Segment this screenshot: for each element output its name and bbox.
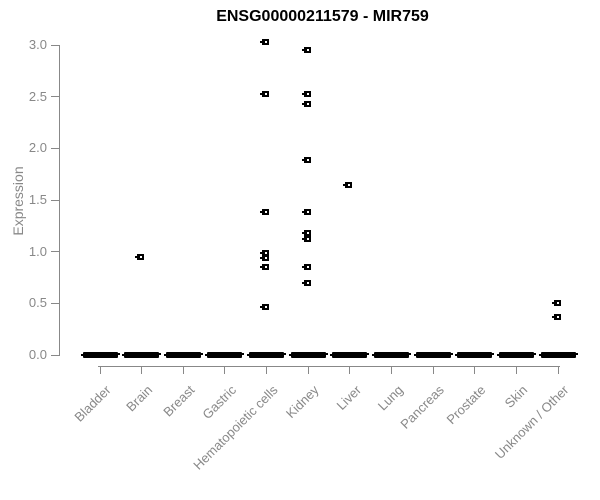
x-tick xyxy=(224,367,226,374)
zero-cluster-bar xyxy=(455,352,495,358)
y-tick-label: 0.0 xyxy=(28,347,47,362)
data-point xyxy=(301,230,311,237)
data-point xyxy=(260,254,270,261)
zero-cluster-bar xyxy=(205,352,245,358)
y-tick xyxy=(51,96,59,98)
data-point xyxy=(343,181,353,188)
data-point xyxy=(301,156,311,163)
y-tick-label: 0.5 xyxy=(28,295,47,311)
zero-cluster-bar xyxy=(413,352,453,358)
zero-cluster-bar xyxy=(330,352,370,358)
data-point xyxy=(301,279,311,286)
x-category-label: Pancreas xyxy=(397,382,447,432)
zero-cluster-bar xyxy=(371,352,411,358)
x-tick xyxy=(99,367,101,374)
y-tick-label: 3.0 xyxy=(28,37,47,52)
x-tick xyxy=(349,367,351,374)
x-category-label: Gastric xyxy=(199,382,239,423)
y-tick xyxy=(51,147,59,149)
data-point xyxy=(260,249,270,256)
x-tick xyxy=(432,367,434,374)
x-tick xyxy=(307,367,309,374)
data-point xyxy=(260,209,270,216)
x-category-label: Bladder xyxy=(71,382,114,425)
y-tick xyxy=(51,199,59,201)
x-tick xyxy=(141,367,143,374)
x-category-label: Brain xyxy=(123,382,156,415)
x-category-label: Skin xyxy=(501,382,531,411)
data-point xyxy=(551,313,561,320)
data-point xyxy=(301,264,311,271)
x-tick xyxy=(474,367,476,374)
data-point xyxy=(260,264,270,271)
x-tick xyxy=(515,367,517,374)
x-tick xyxy=(557,367,559,374)
x-category-label: Prostate xyxy=(443,382,489,428)
y-tick-label: 2.5 xyxy=(28,88,47,104)
zero-cluster-bar xyxy=(247,352,287,358)
data-point xyxy=(301,209,311,216)
data-point xyxy=(301,236,311,243)
zero-cluster-bar xyxy=(163,352,203,358)
y-tick-label: 2.0 xyxy=(28,140,47,156)
data-point xyxy=(301,100,311,107)
y-tick-label: 1.0 xyxy=(28,243,47,259)
zero-cluster-bar xyxy=(122,352,162,358)
x-category-label: Kidney xyxy=(283,382,323,422)
data-point xyxy=(260,38,270,45)
y-tick xyxy=(51,44,59,46)
x-category-label: Unknown / Other xyxy=(492,382,572,462)
x-tick xyxy=(390,367,392,374)
data-point xyxy=(301,47,311,54)
y-tick xyxy=(51,354,59,356)
data-point xyxy=(260,304,270,311)
y-tick xyxy=(51,302,59,304)
chart-title: ENSG00000211579 - MIR759 xyxy=(216,8,429,25)
y-axis-line xyxy=(59,45,60,356)
zero-cluster-bar xyxy=(80,352,120,358)
data-point xyxy=(551,300,561,307)
zero-cluster-bar xyxy=(496,352,536,358)
data-point xyxy=(135,253,145,260)
x-tick xyxy=(266,367,268,374)
data-point xyxy=(301,90,311,97)
y-tick-label: 1.5 xyxy=(28,192,47,207)
x-category-label: Breast xyxy=(160,382,198,420)
zero-cluster-bar xyxy=(538,352,578,358)
x-category-label: Lung xyxy=(374,382,406,414)
y-tick xyxy=(51,251,59,253)
x-category-label: Liver xyxy=(333,382,364,413)
zero-cluster-bar xyxy=(288,352,328,358)
x-category-label: Hematopoietic cells xyxy=(190,382,281,473)
x-tick xyxy=(182,367,184,374)
data-point xyxy=(260,90,270,97)
x-axis-line xyxy=(98,366,560,367)
